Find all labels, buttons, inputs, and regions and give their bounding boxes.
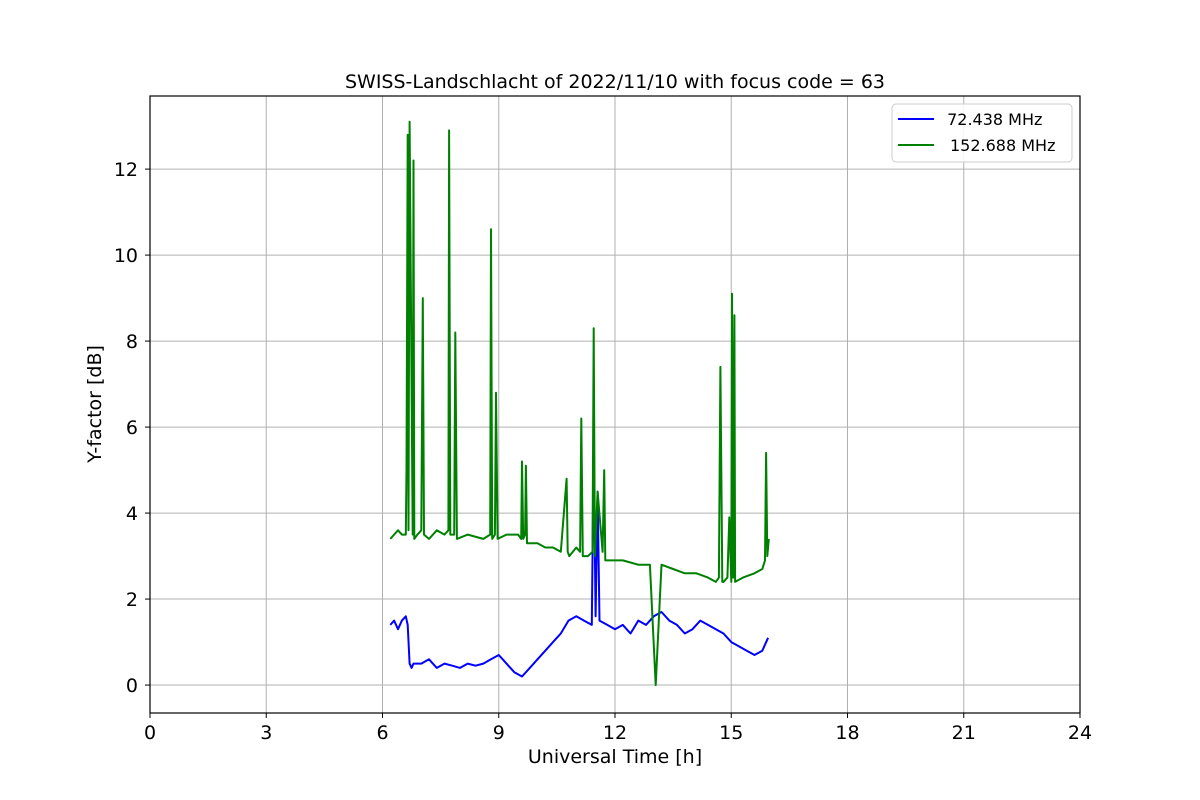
x-tick-label: 6	[376, 722, 388, 744]
y-tick-label: 4	[126, 503, 138, 525]
series-line-152mhz	[389, 120, 770, 687]
series-line-72mhz	[389, 443, 770, 678]
legend-box	[891, 103, 1073, 163]
x-tick-label: 0	[144, 722, 156, 744]
series-lines	[389, 120, 770, 687]
x-tick-label: 3	[260, 722, 272, 744]
y-tick-label: 12	[114, 159, 138, 181]
legend-label-152mhz: 152.688 MHz	[950, 136, 1055, 155]
x-axis-ticks: 0 3 6 9 12 15 18 21 24	[144, 713, 1092, 744]
chart-title: SWISS-Landschlacht of 2022/11/10 with fo…	[345, 71, 885, 93]
y-tick-label: 8	[126, 331, 138, 353]
x-tick-label: 9	[493, 722, 505, 744]
x-axis-label: Universal Time [h]	[528, 746, 702, 768]
x-tick-label: 12	[603, 722, 627, 744]
y-axis-label: Y-factor [dB]	[84, 345, 106, 464]
y-tick-label: 0	[126, 675, 138, 697]
y-tick-label: 2	[126, 589, 138, 611]
y-tick-label: 10	[114, 245, 138, 267]
x-tick-label: 21	[952, 722, 976, 744]
x-tick-label: 24	[1068, 722, 1092, 744]
legend: 72.438 MHz 152.688 MHz	[891, 103, 1073, 163]
legend-label-72mhz: 72.438 MHz	[942, 110, 1042, 129]
y-tick-label: 6	[126, 417, 138, 439]
grid	[149, 96, 1081, 713]
x-tick-label: 15	[719, 722, 743, 744]
y-axis-ticks: 0 2 4 6 8 10 12	[114, 159, 150, 697]
x-tick-label: 18	[835, 722, 859, 744]
